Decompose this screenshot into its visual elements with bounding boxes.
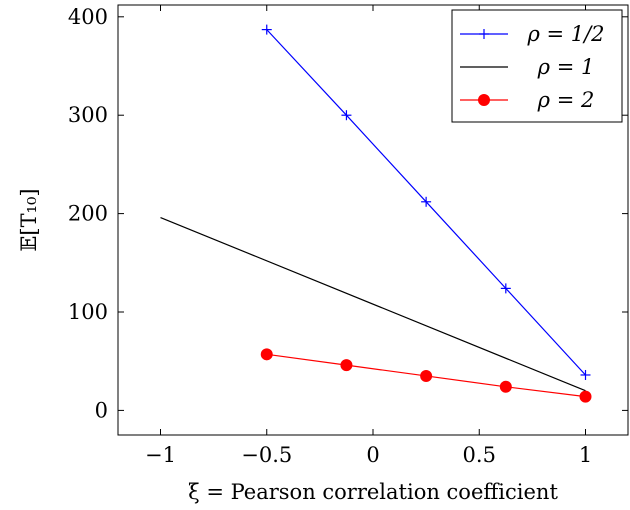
data-point (421, 196, 432, 207)
legend-swatch-marker (479, 29, 489, 39)
data-point (579, 390, 592, 403)
legend-label: ρ = 2 (537, 88, 595, 112)
data-point (499, 380, 512, 393)
data-point (580, 369, 591, 380)
x-tick-label: 1 (579, 443, 592, 467)
x-tick-label: 0 (366, 443, 379, 467)
legend: ρ = 1/2 ρ = 1 ρ = 2 (451, 9, 623, 123)
legend-label: ρ = 1/2 (526, 22, 604, 46)
y-tick-label: 400 (68, 5, 108, 29)
x-axis-label: ξ = Pearson correlation coefficient (188, 480, 558, 504)
y-axis-label: 𝔼[T₁₀] (17, 188, 41, 251)
series-layer (160, 24, 592, 403)
x-tick-label: −1 (145, 443, 176, 467)
data-point (341, 110, 352, 121)
data-point (260, 348, 273, 361)
data-point (340, 359, 353, 372)
data-point (420, 369, 433, 382)
data-point (500, 283, 511, 294)
y-tick-label: 0 (95, 398, 108, 422)
x-tick-label: −0.5 (241, 443, 292, 467)
x-tick-label: 0.5 (463, 443, 496, 467)
y-tick-label: 100 (68, 300, 108, 324)
legend-label: ρ = 1 (537, 55, 595, 79)
data-point (261, 24, 272, 35)
y-tick-label: 300 (68, 103, 108, 127)
series-line-2 (160, 216, 586, 392)
axis-ticks: −1 −0.5 0 0.5 1 0 100 200 300 400 (68, 5, 628, 467)
legend-swatch-marker (478, 94, 490, 106)
y-tick-label: 200 (68, 202, 108, 226)
